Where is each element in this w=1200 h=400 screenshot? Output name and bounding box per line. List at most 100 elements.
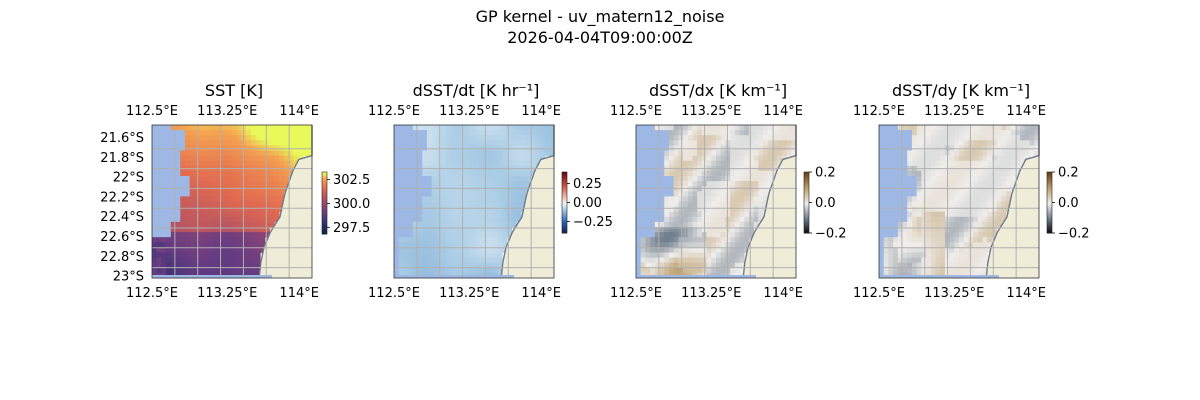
heatmap-cell: [469, 181, 475, 187]
heatmap-cell: [497, 191, 503, 197]
heatmap-cell: [426, 252, 433, 258]
heatmap-cell: [706, 135, 712, 141]
heatmap-cell: [940, 145, 946, 151]
heatmap-cell: [152, 155, 158, 162]
heatmap-cell: [659, 267, 665, 274]
heatmap-cell: [996, 181, 1002, 187]
heatmap-cell: [199, 176, 205, 182]
heatmap-cell: [636, 252, 642, 258]
heatmap-cell: [893, 150, 899, 156]
heatmap-cell: [921, 191, 927, 197]
heatmap-cell: [968, 155, 974, 162]
heatmap-cell: [170, 206, 176, 213]
heatmap-cell: [213, 125, 219, 131]
heatmap-cell: [935, 155, 941, 162]
heatmap-cell: [650, 206, 656, 213]
heatmap-cell: [307, 145, 313, 151]
heatmap-cell: [483, 140, 489, 146]
heatmap-cell: [152, 262, 158, 269]
heatmap-cell: [464, 262, 470, 269]
heatmap-cell: [1010, 155, 1016, 162]
heatmap-cell: [659, 170, 665, 177]
heatmap-cell: [926, 130, 932, 136]
heatmap-cell: [706, 170, 712, 177]
heatmap-cell: [297, 135, 303, 141]
heatmap-cell: [982, 257, 988, 264]
heatmap-cell: [640, 227, 646, 233]
heatmap-cell: [156, 176, 162, 182]
heatmap-cell: [683, 221, 689, 228]
axes-frame: [635, 124, 797, 279]
heatmap-cell: [668, 150, 675, 156]
heatmap-cell: [445, 186, 451, 192]
heatmap-cell: [232, 145, 238, 151]
heatmap-cell: [678, 196, 684, 202]
heatmap-cell: [1006, 186, 1012, 192]
heatmap-cell: [431, 216, 437, 223]
heatmap-cell: [412, 201, 418, 207]
heatmap-cell: [203, 125, 209, 131]
heatmap-cell: [535, 145, 541, 151]
heatmap-cell: [175, 257, 181, 264]
heatmap-cell: [166, 160, 172, 167]
heatmap-cell: [152, 191, 158, 197]
heatmap-cell: [497, 135, 503, 141]
heatmap-cell: [288, 155, 294, 162]
heatmap-cell: [222, 155, 228, 162]
heatmap-cell: [152, 206, 158, 213]
heatmap-cell: [469, 221, 475, 228]
land: [501, 125, 554, 278]
heatmap-cell: [987, 227, 993, 233]
heatmap-cell: [222, 257, 228, 264]
heatmap-cell: [730, 155, 736, 162]
heatmap-cell: [977, 211, 983, 218]
heatmap-cell: [394, 186, 400, 192]
heatmap-cell: [949, 150, 955, 156]
lon-tick-label-bottom: 113.25°E: [681, 286, 741, 301]
heatmap-cell: [180, 181, 186, 187]
heatmap-cell: [963, 155, 969, 162]
heatmap-cell: [683, 196, 689, 202]
heatmap-cell: [288, 130, 294, 136]
heatmap-cell: [398, 232, 404, 238]
heatmap-cell: [422, 125, 428, 131]
heatmap-cell: [530, 145, 536, 151]
heatmap-cell: [203, 262, 209, 269]
heatmap-cell: [973, 211, 979, 218]
heatmap-cell: [968, 196, 974, 202]
heatmap-cell: [246, 181, 252, 187]
heatmap-cell: [422, 211, 428, 218]
heatmap-cell: [720, 242, 726, 248]
heatmap-cell: [293, 130, 299, 136]
heatmap-cell: [907, 160, 913, 167]
heatmap-cell: [403, 216, 409, 223]
heatmap-cell: [645, 145, 651, 151]
heatmap-cell: [893, 211, 899, 218]
heatmap-cell: [469, 191, 475, 197]
heatmap-cell: [692, 125, 698, 131]
colorbar-segment: [322, 190, 327, 194]
heatmap-cell: [739, 237, 745, 243]
heatmap-cell: [706, 262, 712, 269]
heatmap-cell: [274, 176, 280, 182]
heatmap-cell: [893, 201, 899, 207]
heatmap-cell: [464, 211, 470, 218]
heatmap-cell: [926, 227, 932, 233]
heatmap-cell: [241, 237, 247, 243]
heatmap-cell: [478, 216, 484, 223]
heatmap-cell: [753, 155, 759, 162]
heatmap-cell: [697, 135, 703, 141]
heatmap-cell: [883, 262, 889, 269]
heatmap-cell: [763, 196, 769, 202]
heatmap-cell: [222, 176, 228, 182]
heatmap-cell: [1006, 140, 1012, 146]
heatmap-cell: [791, 145, 797, 151]
heatmap-cell: [156, 160, 162, 167]
heatmap-cell: [431, 176, 437, 182]
heatmap-cell: [246, 227, 252, 233]
heatmap-cell: [260, 170, 266, 177]
heatmap-cell: [949, 176, 955, 182]
heatmap-cell: [907, 196, 913, 202]
heatmap-cell: [720, 257, 726, 264]
heatmap-cell: [255, 211, 261, 218]
